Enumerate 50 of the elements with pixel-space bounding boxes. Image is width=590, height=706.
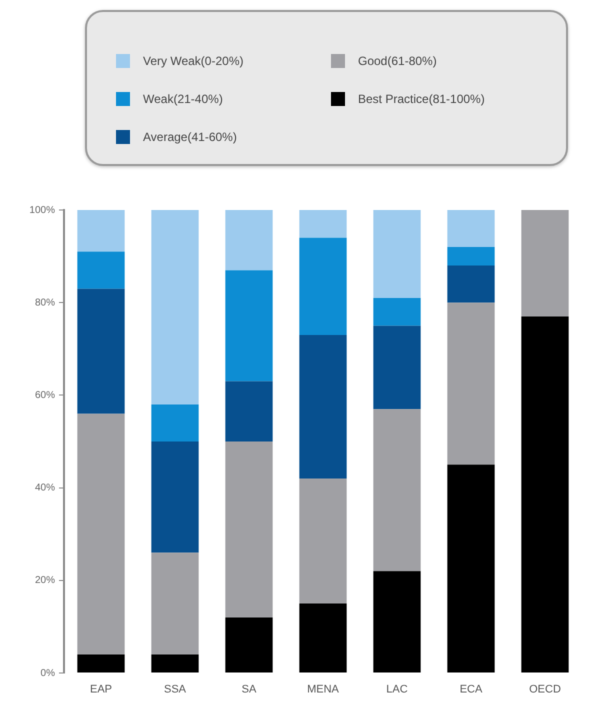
y-tick-label: 20% <box>34 575 56 586</box>
bar <box>299 604 347 672</box>
bar <box>225 270 273 382</box>
bar <box>299 335 347 479</box>
legend-label: Weak(21-40%) <box>143 92 223 106</box>
y-tick-label: 100% <box>29 204 56 216</box>
bar <box>151 404 199 442</box>
x-tick-label: EAP <box>90 684 112 696</box>
bar <box>77 288 125 414</box>
bar <box>521 316 569 672</box>
bar <box>373 409 421 572</box>
bar <box>447 210 495 248</box>
x-tick-label: MENA <box>307 684 340 696</box>
bar <box>77 210 125 252</box>
bar <box>225 442 273 618</box>
bar <box>151 442 199 553</box>
bar <box>447 247 495 266</box>
legend-label: Average(41-60%) <box>143 130 237 144</box>
x-tick-label: ECA <box>460 684 483 696</box>
bar <box>299 478 347 604</box>
y-tick-label: 40% <box>34 482 56 494</box>
bar <box>77 414 125 654</box>
y-tick-label: 80% <box>34 297 56 308</box>
bar <box>447 464 495 672</box>
x-tick-label: LAC <box>386 684 408 696</box>
bar <box>151 552 199 654</box>
bar <box>225 210 273 270</box>
bar <box>151 654 199 672</box>
bar <box>299 210 347 238</box>
bar <box>373 210 421 298</box>
bar <box>225 617 273 672</box>
bar <box>373 298 421 326</box>
y-tick-label: 60% <box>34 390 56 401</box>
x-tick-label: OECD <box>529 684 561 696</box>
bar <box>373 571 421 672</box>
x-tick-label: SA <box>242 684 257 696</box>
y-tick-label: 0% <box>40 668 56 679</box>
legend-label: Good(61-80%) <box>358 54 437 68</box>
bar <box>77 654 125 672</box>
legend-label: Very Weak(0-20%) <box>143 54 244 68</box>
bar <box>521 210 569 316</box>
legend-label: Best Practice(81-100%) <box>358 92 485 106</box>
bar <box>151 210 199 404</box>
bar <box>299 238 347 336</box>
bar <box>225 381 273 442</box>
bar <box>447 302 495 465</box>
bar <box>447 266 495 303</box>
x-tick-label: SSA <box>164 684 187 696</box>
bar <box>77 252 125 289</box>
bar <box>373 326 421 410</box>
